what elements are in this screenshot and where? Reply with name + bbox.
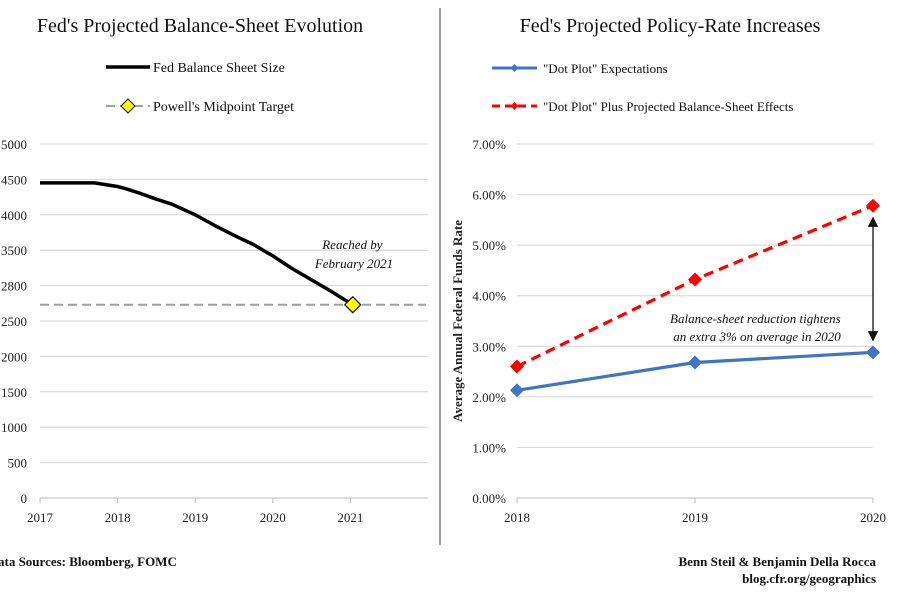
data-sources: ata Sources: Bloomberg, FOMC: [0, 554, 177, 569]
legend-marker-dot-plot-plus: [510, 102, 519, 110]
dot-plot-marker: [688, 355, 702, 370]
tightening-annotation-line-2: an extra 3% on average in 2020: [673, 329, 841, 344]
legend-marker-midpoint: [120, 98, 136, 114]
right-y-tick-label: 1.00%: [472, 440, 506, 455]
left-y-tick-label: 5000: [1, 137, 27, 152]
right-gridlines: [517, 143, 873, 448]
left-x-tick-label: 2018: [105, 510, 131, 525]
left-y-tick-label: 1000: [1, 420, 27, 435]
reached-annotation: Reached by February 2021: [314, 237, 393, 271]
left-panel: Fed's Projected Balance-Sheet Evolution …: [1, 15, 428, 525]
left-y-tick-label: 4000: [1, 208, 27, 223]
right-y-tick-label: 4.00%: [472, 289, 506, 304]
authors: Benn Steil & Benjamin Della Rocca: [678, 554, 876, 569]
legend-label-balance-sheet: Fed Balance Sheet Size: [153, 61, 285, 76]
left-chart-title: Fed's Projected Balance-Sheet Evolution: [37, 15, 363, 37]
left-x-tick-label: 2021: [337, 510, 363, 525]
right-y-tick-label: 0.00%: [472, 491, 506, 506]
left-y-tick-label: 2800: [1, 279, 27, 294]
left-x-tick-label: 2019: [182, 510, 208, 525]
legend-label-dot-plot-plus: "Dot Plot" Plus Projected Balance-Sheet …: [543, 99, 793, 114]
right-chart-title: Fed's Projected Policy-Rate Increases: [520, 15, 821, 37]
tightening-annotation: Balance-sheet reduction tightens an extr…: [670, 311, 844, 344]
dot-plot-plus-marker: [866, 198, 880, 213]
right-y-tick-label: 7.00%: [472, 137, 506, 152]
right-y-tick-label: 2.00%: [472, 390, 506, 405]
dot-plot-plus-marker: [510, 359, 524, 374]
dot-plot-plus-marker: [688, 272, 702, 287]
reached-annotation-line-1: Reached by: [321, 237, 383, 252]
right-y-tick-label: 5.00%: [472, 238, 506, 253]
left-y-tick-label: 3500: [1, 243, 27, 258]
left-x-tick-label: 2020: [260, 510, 286, 525]
legend-label-dot-plot: "Dot Plot" Expectations: [543, 61, 668, 76]
midpoint-target-marker: [343, 295, 362, 314]
left-y-tick-label: 500: [8, 456, 28, 471]
left-y-tick-label: 2000: [1, 349, 27, 364]
left-x-tick-labels: 2017 2018 2019 2020 2021: [27, 498, 363, 525]
right-y-tick-labels: 0.00% 1.00% 2.00% 3.00% 4.00% 5.00% 6.00% 7.00%: [472, 137, 506, 506]
policy-rate-series: [510, 198, 880, 398]
left-x-tick-label: 2017: [27, 510, 54, 525]
right-x-tick-label: 2019: [682, 510, 708, 525]
right-x-tick-label: 2018: [504, 510, 530, 525]
balance-sheet-line: [40, 181, 354, 307]
dot-plot-marker: [866, 345, 880, 360]
reached-annotation-line-2: February 2021: [314, 256, 393, 271]
right-legend: "Dot Plot" Expectations "Dot Plot" Plus …: [492, 61, 793, 114]
source-website: blog.cfr.org/geographics: [742, 571, 876, 586]
right-x-tick-label: 2020: [860, 510, 886, 525]
right-panel: Fed's Projected Policy-Rate Increases "D…: [450, 15, 886, 525]
right-x-tick-labels: 2018 2019 2020: [504, 498, 886, 525]
left-y-tick-label: 4500: [1, 172, 27, 187]
left-y-tick-labels: 0 500 1000 1500 2000 2500 2800 3500 4000 4500 5000: [1, 137, 27, 506]
dot-plot-marker: [510, 383, 524, 398]
right-y-tick-label: 3.00%: [472, 339, 506, 354]
right-y-axis-label: Average Annual Federal Funds Rate: [450, 220, 465, 422]
legend-marker-dot-plot: [510, 64, 519, 72]
legend-label-midpoint: Powell's Midpoint Target: [153, 100, 294, 115]
right-y-tick-label: 6.00%: [472, 188, 506, 203]
left-legend: Fed Balance Sheet Size Powell's Midpoint…: [106, 61, 294, 115]
left-y-tick-label: 0: [21, 491, 28, 506]
tightening-annotation-line-1: Balance-sheet reduction tightens: [670, 311, 841, 326]
left-y-tick-label: 1500: [1, 385, 27, 400]
balance-sheet-series: [40, 181, 362, 314]
left-gridlines: [40, 143, 428, 464]
left-y-tick-label: 2500: [1, 314, 27, 329]
